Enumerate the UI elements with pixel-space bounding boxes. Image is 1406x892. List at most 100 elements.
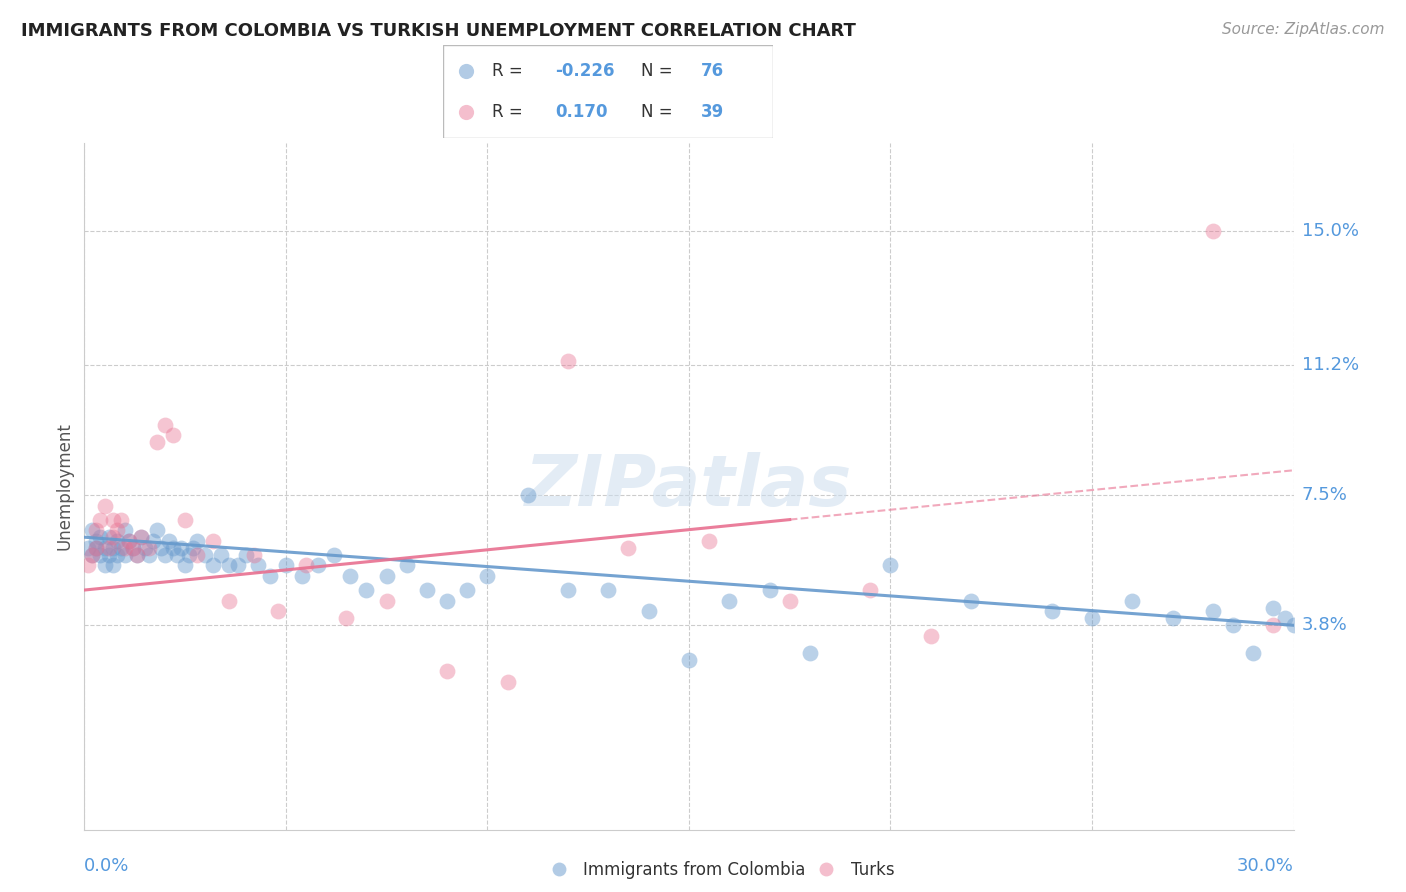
Point [77,558,100,573]
Point [86,533,108,548]
Point [477,569,499,583]
Point [129,530,152,544]
Point [181,541,204,555]
Point [97,548,120,562]
Point [89,530,111,544]
Point [356,582,378,597]
Point [162,541,184,555]
Point [101,558,124,573]
Point [170,541,193,555]
Point [101,541,124,555]
Point [93,541,115,555]
Point [718,593,741,607]
Point [815,862,838,876]
Point [1202,604,1225,618]
Point [146,435,169,450]
Point [235,548,257,562]
Point [118,533,141,548]
Point [259,569,281,583]
Point [274,558,297,573]
Point [93,499,115,513]
Text: 76: 76 [700,62,724,79]
Point [134,541,156,555]
Text: 0.0%: 0.0% [84,857,129,875]
Point [557,582,579,597]
Point [758,582,780,597]
Point [678,653,700,667]
Point [153,548,176,562]
Point [454,105,477,120]
Point [246,558,269,573]
Point [456,582,478,597]
Text: IMMIGRANTS FROM COLOMBIA VS TURKISH UNEMPLOYMENT CORRELATION CHART: IMMIGRANTS FROM COLOMBIA VS TURKISH UNEM… [21,22,856,40]
Point [129,530,152,544]
Point [454,63,477,78]
Point [125,548,148,562]
Point [82,548,104,562]
Point [97,530,120,544]
Point [89,513,111,527]
Text: 11.2%: 11.2% [1302,356,1360,374]
Point [202,558,225,573]
Point [101,530,124,544]
Text: R =: R = [492,62,523,79]
Point [375,569,398,583]
Point [323,548,346,562]
Point [174,558,197,573]
Text: N =: N = [641,103,672,121]
Point [920,629,942,643]
FancyBboxPatch shape [443,45,773,138]
Point [86,541,108,555]
Point [86,523,108,537]
Point [89,548,111,562]
Point [86,541,108,555]
Point [339,569,361,583]
Point [114,541,136,555]
Point [186,548,208,562]
Point [77,541,100,555]
Y-axis label: Unemployment: Unemployment [55,422,73,550]
Text: N =: N = [641,62,672,79]
Point [1241,647,1264,661]
Point [153,417,176,432]
Point [82,523,104,537]
Text: R =: R = [492,103,523,121]
Point [166,548,188,562]
Point [118,533,141,548]
Text: Turks: Turks [851,861,894,879]
Point [307,558,329,573]
Text: 39: 39 [700,103,724,121]
Point [1040,604,1063,618]
Point [859,582,882,597]
Point [149,541,172,555]
Point [1282,618,1305,632]
Point [637,604,659,618]
Point [1263,618,1285,632]
Point [1263,600,1285,615]
Point [218,558,240,573]
Point [105,548,128,562]
Point [125,548,148,562]
Point [121,541,143,555]
Point [335,611,357,625]
Point [1274,611,1296,625]
Point [194,548,217,562]
Text: 3.8%: 3.8% [1302,616,1347,634]
Text: 30.0%: 30.0% [1237,857,1294,875]
Point [162,428,184,442]
Text: -0.226: -0.226 [555,62,614,79]
Point [179,548,201,562]
Point [242,548,264,562]
Point [97,541,120,555]
Point [960,593,983,607]
Point [110,513,132,527]
Point [218,593,240,607]
Point [375,593,398,607]
Point [157,533,180,548]
Point [496,674,519,689]
Point [93,558,115,573]
Point [295,558,318,573]
Point [138,541,160,555]
Point [1202,224,1225,238]
Point [436,664,458,678]
